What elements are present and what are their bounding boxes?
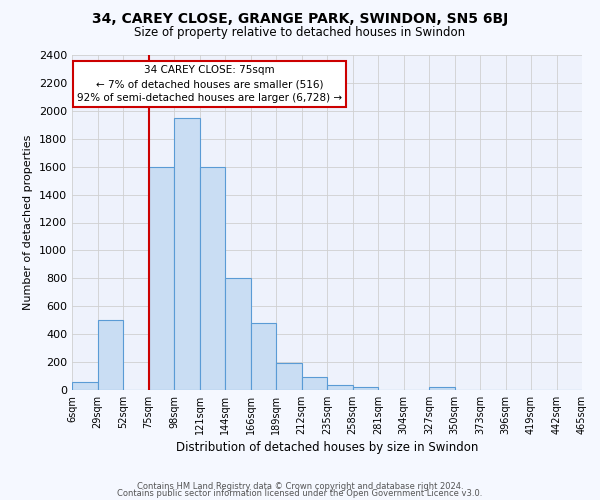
Bar [276, 363, 302, 390]
Text: Size of property relative to detached houses in Swindon: Size of property relative to detached ho… [134, 26, 466, 39]
Text: 34 CAREY CLOSE: 75sqm
← 7% of detached houses are smaller (516)
92% of semi-deta: 34 CAREY CLOSE: 75sqm ← 7% of detached h… [77, 65, 342, 103]
Bar [327, 385, 353, 390]
Bar [199, 166, 225, 390]
Text: Contains HM Land Registry data © Crown copyright and database right 2024.: Contains HM Land Registry data © Crown c… [137, 482, 463, 491]
Text: 34, CAREY CLOSE, GRANGE PARK, SWINDON, SN5 6BJ: 34, CAREY CLOSE, GRANGE PARK, SWINDON, S… [92, 12, 508, 26]
Text: Contains public sector information licensed under the Open Government Licence v3: Contains public sector information licen… [118, 489, 482, 498]
X-axis label: Distribution of detached houses by size in Swindon: Distribution of detached houses by size … [176, 441, 478, 454]
Bar [225, 278, 251, 390]
Bar [97, 320, 123, 390]
Y-axis label: Number of detached properties: Number of detached properties [23, 135, 34, 310]
Bar [72, 382, 97, 390]
Bar [174, 118, 199, 390]
Bar [353, 386, 378, 390]
Bar [429, 387, 455, 390]
Bar [251, 323, 276, 390]
Bar [302, 376, 327, 390]
Bar [149, 166, 174, 390]
